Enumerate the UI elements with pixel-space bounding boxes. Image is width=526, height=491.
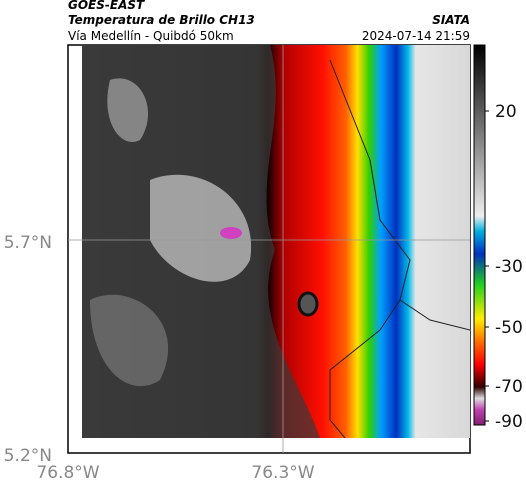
colorbar-tick-label: -70 (495, 377, 523, 397)
timestamp: 2024-07-14 21:59 (362, 29, 470, 43)
lon-tick-label: 76.8°W (36, 463, 99, 483)
colorbar-tick-label: 20 (495, 102, 517, 122)
lat-tick-label: 5.2°N (4, 446, 52, 466)
subtitle: Temperatura de Brillo CH13 (68, 13, 255, 27)
source: SIATA (432, 13, 470, 27)
colorbar-tick-label: -50 (495, 318, 523, 338)
title: GOES-EAST (68, 0, 145, 12)
colorbar-tick-label: -90 (495, 412, 523, 432)
lat-tick-label: 5.7°N (4, 233, 52, 253)
satellite-image (82, 45, 470, 438)
region: Vía Medellín - Quibdó 50km (68, 29, 234, 43)
colorbar-tick-label: -30 (495, 257, 523, 277)
lon-tick-label: 76.3°W (251, 463, 314, 483)
colorbar (473, 44, 486, 426)
